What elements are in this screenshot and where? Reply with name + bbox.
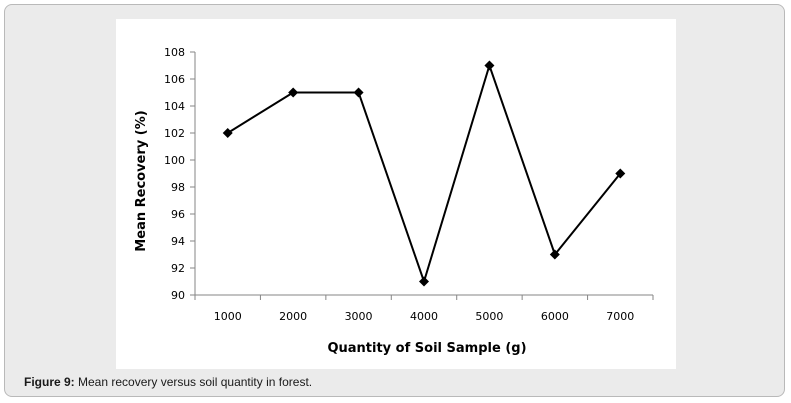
x-tick-label: 5000 — [475, 310, 503, 323]
y-tick-label: 104 — [164, 100, 185, 113]
y-tick-label: 106 — [164, 73, 185, 86]
data-point — [353, 87, 364, 98]
data-point — [288, 87, 299, 98]
x-tick-label: 1000 — [214, 310, 242, 323]
y-axis: 90 92 94 96 98 100 102 104 106 108 — [164, 46, 196, 302]
y-axis-title: Mean Recovery (%) — [134, 110, 149, 251]
x-tick-label: 7000 — [606, 310, 634, 323]
figure-caption-text: Mean recovery versus soil quantity in fo… — [74, 375, 313, 389]
figure-caption: Figure 9: Mean recovery versus soil quan… — [24, 375, 312, 389]
y-tick-label: 100 — [164, 154, 185, 167]
y-tick-label: 90 — [171, 289, 185, 302]
data-point — [222, 128, 233, 138]
data-point — [419, 276, 429, 287]
data-point — [549, 249, 560, 260]
data-point — [615, 168, 626, 179]
line-chart: 90 92 94 96 98 100 102 104 106 108 1000 2000 3000 40… — [134, 46, 654, 356]
x-axis-title: Quantity of Soil Sample (g) — [327, 341, 526, 356]
x-axis: 1000 2000 3000 4000 5000 6000 7000 — [194, 294, 654, 323]
series-line — [227, 62, 622, 285]
y-tick-label: 96 — [171, 208, 185, 221]
data-point — [484, 60, 495, 71]
y-tick-label: 94 — [171, 235, 185, 248]
x-tick-label: 2000 — [279, 310, 307, 323]
figure-caption-label: Figure 9: — [24, 375, 75, 389]
x-tick-label: 4000 — [410, 310, 438, 323]
y-tick-label: 98 — [171, 181, 185, 194]
y-tick-label: 108 — [164, 46, 185, 59]
x-tick-label: 3000 — [345, 310, 373, 323]
chart-panel: 90 92 94 96 98 100 102 104 106 108 1000 2000 3000 40… — [116, 19, 676, 369]
y-tick-label: 102 — [164, 127, 185, 140]
series-mean-recovery — [222, 60, 626, 287]
y-tick-label: 92 — [171, 262, 185, 275]
x-tick-label: 6000 — [541, 310, 569, 323]
